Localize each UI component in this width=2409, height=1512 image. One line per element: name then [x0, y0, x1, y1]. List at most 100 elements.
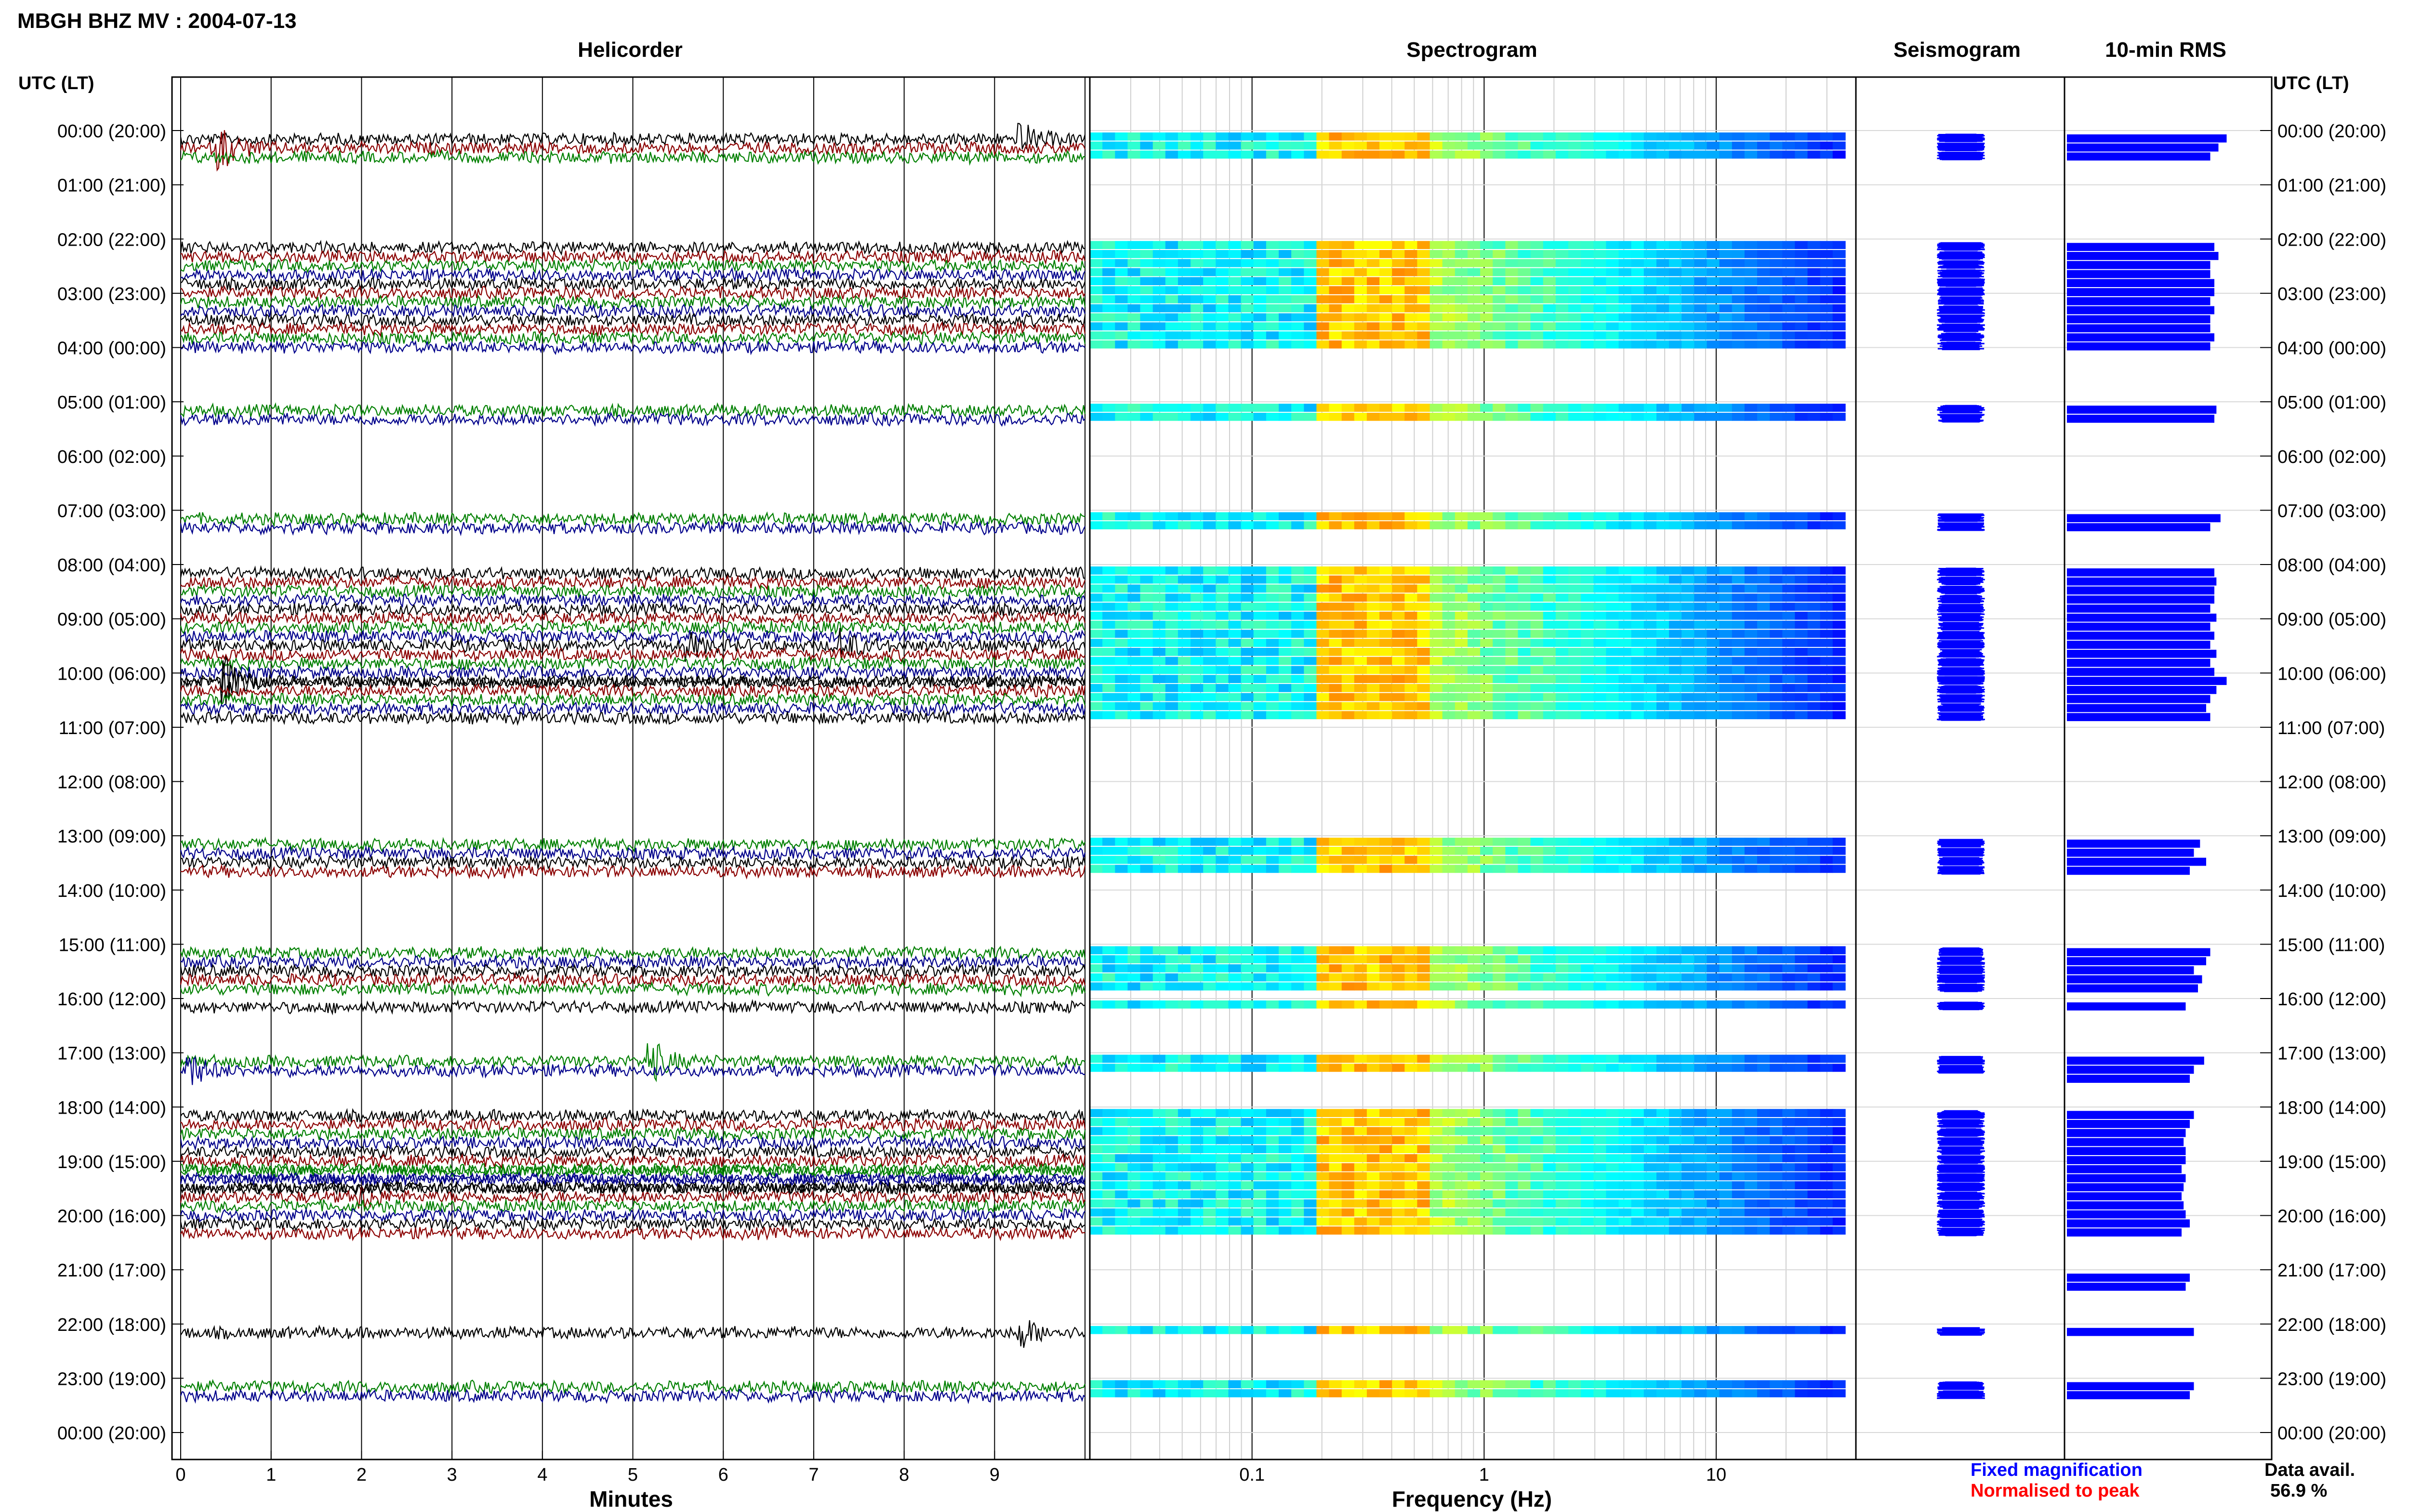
spectrogram-cell: [1694, 593, 1707, 602]
spectrogram-cell: [1732, 1326, 1745, 1334]
spectrogram-cell: [1404, 340, 1418, 349]
spectrogram-cell: [1152, 838, 1166, 846]
spectrogram-cell: [1115, 584, 1128, 593]
spectrogram-cell: [1442, 1217, 1456, 1226]
spectrogram-cell: [1366, 657, 1380, 665]
spectrogram-cell: [1669, 702, 1682, 710]
spectrogram-cell: [1669, 611, 1682, 620]
spectrogram-cell: [1090, 322, 1103, 330]
spectrogram-cell: [1530, 603, 1544, 611]
spectrogram-cell: [1807, 955, 1821, 963]
spectrogram-cell: [1618, 132, 1632, 141]
spectrogram-cell: [1366, 1172, 1380, 1181]
hour-label-left: 05:00 (01:00): [57, 393, 166, 413]
spectrogram-cell: [1694, 1109, 1707, 1118]
spectrogram-cell: [1744, 955, 1758, 963]
spectrogram-cell: [1379, 955, 1392, 963]
spectrogram-cell: [1392, 1109, 1405, 1118]
spectrogram-cell: [1744, 657, 1758, 665]
spectrogram-cell: [1757, 241, 1770, 250]
spectrogram-cell: [1795, 412, 1808, 421]
spectrogram-cell: [1090, 657, 1103, 665]
spectrogram-cell: [1795, 620, 1808, 629]
seismogram-segment: [1937, 1191, 1985, 1200]
spectrogram-cell: [1127, 946, 1141, 955]
spectrogram-cell: [1530, 702, 1544, 710]
rms-bar: [2067, 1120, 2190, 1128]
spectrogram-cell: [1782, 630, 1796, 638]
spectrogram-cell: [1354, 603, 1367, 611]
spectrogram-cell: [1757, 1380, 1770, 1389]
spectrogram-cell: [1744, 141, 1758, 150]
spectrogram-cell: [1518, 331, 1531, 340]
spectrogram-cell: [1707, 657, 1720, 665]
spectrogram-cell: [1152, 1217, 1166, 1226]
spectrogram-cell: [1530, 1136, 1544, 1144]
spectrogram-cell: [1707, 1208, 1720, 1217]
spectrogram-cell: [1291, 846, 1304, 855]
spectrogram-cell: [1568, 141, 1581, 150]
spectrogram-cell: [1593, 304, 1607, 313]
spectrogram-cell: [1266, 340, 1279, 349]
spectrogram-cell: [1832, 404, 1846, 412]
spectrogram-cell: [1102, 259, 1115, 267]
spectrogram-cell: [1203, 846, 1217, 855]
spectrogram-cell: [1669, 639, 1682, 647]
seismogram-segment: [1937, 984, 1985, 992]
spectrogram-cell: [1417, 268, 1430, 276]
spectrogram-cell: [1430, 639, 1443, 647]
spectrogram-cell: [1707, 1154, 1720, 1162]
spectrogram-cell: [1090, 639, 1103, 647]
spectrogram-cell: [1253, 1000, 1267, 1009]
spectrogram-cell: [1468, 593, 1481, 602]
spectrogram-cell: [1807, 277, 1821, 286]
spectrogram-cell: [1253, 1172, 1267, 1181]
spectrogram-cell: [1468, 675, 1481, 684]
spectrogram-cell: [1568, 521, 1581, 529]
spectrogram-cell: [1555, 1208, 1569, 1217]
spectrogram-cell: [1178, 584, 1191, 593]
spectrogram-cell: [1719, 846, 1733, 855]
spectrogram-cell: [1744, 1326, 1758, 1334]
spectrogram-cell: [1820, 404, 1833, 412]
spectrogram-cell: [1744, 304, 1758, 313]
spectrogram-cell: [1127, 1000, 1141, 1009]
spectrogram-cell: [1707, 1190, 1720, 1198]
spectrogram-cell: [1719, 141, 1733, 150]
spectrogram-cell: [1404, 141, 1418, 150]
spectrogram-cell: [1795, 675, 1808, 684]
spectrogram-cell: [1090, 1217, 1103, 1226]
spectrogram-cell: [1832, 693, 1846, 701]
spectrogram-cell: [1115, 620, 1128, 629]
spectrogram-xlabel: Frequency (Hz): [1392, 1486, 1552, 1512]
spectrogram-cell: [1102, 666, 1115, 674]
spectrogram-cell: [1468, 1380, 1481, 1389]
spectrogram-cell: [1291, 964, 1304, 973]
rms-bar: [2067, 966, 2194, 974]
spectrogram-cell: [1291, 566, 1304, 575]
spectrogram-cell: [1178, 512, 1191, 521]
spectrogram-cell: [1253, 412, 1267, 421]
spectrogram-cell: [1757, 521, 1770, 529]
spectrogram-cell: [1807, 1064, 1821, 1072]
spectrogram-cell: [1757, 268, 1770, 276]
spectrogram-cell: [1253, 566, 1267, 575]
spectrogram-cell: [1618, 675, 1632, 684]
spectrogram-cell: [1379, 331, 1392, 340]
spectrogram-cell: [1631, 512, 1644, 521]
spectrogram-cell: [1530, 241, 1544, 250]
spectrogram-cell: [1152, 1326, 1166, 1334]
helicorder-trace: [180, 1161, 1085, 1178]
spectrogram-cell: [1191, 1226, 1204, 1235]
spectrogram-cell: [1480, 603, 1493, 611]
spectrogram-cell: [1719, 611, 1733, 620]
spectrogram-cell: [1770, 639, 1783, 647]
spectrogram-cell: [1770, 250, 1783, 258]
spectrogram-cell: [1681, 1226, 1695, 1235]
spectrogram-cell: [1127, 1109, 1141, 1118]
spectrogram-cell: [1127, 404, 1141, 412]
spectrogram-cell: [1581, 946, 1594, 955]
spectrogram-cell: [1832, 1145, 1846, 1154]
spectrogram-cell: [1581, 250, 1594, 258]
spectrogram-cell: [1656, 575, 1669, 584]
